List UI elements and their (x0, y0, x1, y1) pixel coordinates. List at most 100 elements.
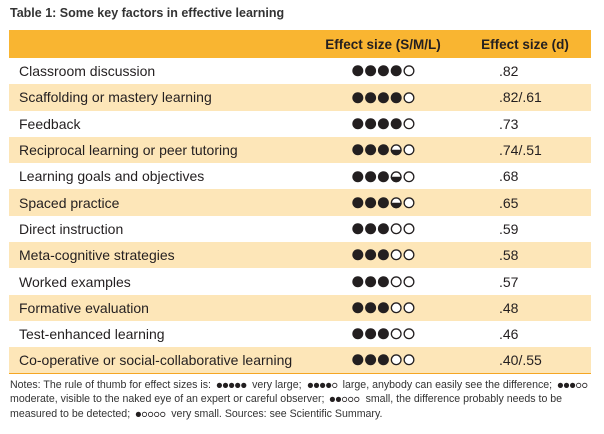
filled-dot-icon (377, 118, 389, 130)
two-dots-symbol (329, 396, 360, 403)
notes-very-large: very large; (252, 379, 302, 391)
effect-size-dots-icon (352, 91, 415, 103)
factor-cell: Worked examples (19, 273, 131, 290)
table-row: Meta-cognitive strategies .58 (9, 242, 591, 269)
filled-dot-icon (377, 249, 389, 261)
filled-dot-icon (325, 382, 331, 388)
half-dot-fill (390, 150, 402, 156)
filled-dot-icon (365, 276, 377, 288)
filled-dot-icon (365, 249, 377, 261)
notes-intro: Notes: The rule of thumb for effect size… (10, 379, 211, 391)
table-row: Spaced practice .65 (9, 189, 591, 216)
filled-dot-icon (365, 65, 377, 77)
filled-dot-icon (365, 197, 377, 209)
effect-size-dots-icon (307, 382, 337, 388)
effect-size-rating-cell (307, 189, 459, 216)
effect-size-d-cell: .74/.51 (459, 136, 591, 164)
factor-cell: Formative evaluation (9, 294, 307, 321)
effect-size-d-cell: .59 (499, 220, 519, 237)
filled-dot-icon (563, 382, 570, 388)
filled-dot-icon (352, 91, 364, 103)
factor-cell: Spaced practice (9, 189, 307, 216)
table-row: Feedback .73 (9, 111, 591, 137)
filled-dot-icon (330, 397, 336, 403)
effect-size-rating-cell (307, 242, 459, 269)
empty-dot-icon (390, 354, 402, 366)
filled-dot-icon (135, 411, 142, 417)
effect-size-rating-cell (307, 347, 459, 375)
filled-dot-icon (352, 118, 364, 130)
factor-cell: Co-operative or social-collaborative lea… (9, 347, 307, 375)
header-effect-size-sml: Effect size (S/M/L) (307, 30, 459, 58)
one-dot-symbol (135, 411, 166, 418)
header-factor (9, 30, 307, 58)
empty-dot-icon (154, 411, 160, 417)
filled-dot-icon (235, 382, 241, 388)
filled-dot-icon (377, 223, 389, 235)
filled-dot-icon (365, 144, 377, 156)
filled-dot-icon (377, 197, 389, 209)
empty-dot-icon (390, 249, 402, 261)
filled-dot-icon (352, 223, 364, 235)
filled-dot-icon (377, 328, 389, 340)
filled-dot-icon (352, 276, 364, 288)
filled-dot-icon (352, 197, 364, 209)
filled-dot-icon (352, 249, 364, 261)
table-title: Table 1: Some key factors in effective l… (10, 6, 285, 20)
empty-dot-icon (403, 249, 415, 261)
filled-dot-icon (352, 328, 364, 340)
effect-size-d-cell: .40/.55 (459, 347, 591, 375)
filled-dot-icon (365, 354, 377, 366)
table-row: Scaffolding or mastery learning .82/.61 (9, 84, 591, 111)
filled-dot-icon (241, 382, 247, 388)
effect-size-rating-cell (307, 111, 459, 137)
filled-dot-icon (377, 302, 389, 314)
effect-size-d-cell: .48 (459, 294, 591, 321)
filled-dot-icon (365, 91, 377, 103)
empty-dot-icon (403, 328, 415, 340)
filled-dot-icon (313, 382, 319, 388)
empty-dot-icon (403, 65, 415, 77)
empty-dot-icon (582, 382, 588, 388)
filled-dot-icon (336, 397, 342, 403)
effect-size-dots-icon (135, 411, 166, 417)
effect-size-d-cell: .65 (459, 189, 591, 216)
header-effect-size-d: Effect size (d) (459, 30, 591, 58)
table-row: Direct instruction .59 (9, 216, 591, 242)
effect-size-rating-cell (307, 294, 459, 321)
empty-dot-icon (403, 354, 415, 366)
empty-dot-icon (403, 144, 415, 156)
factor-cell: Direct instruction (19, 220, 124, 237)
empty-dot-icon (160, 411, 166, 417)
effect-size-table-container: Effect size (S/M/L) Effect size (d) Clas… (9, 30, 591, 375)
filled-dot-icon (377, 144, 389, 156)
empty-dot-icon (331, 382, 337, 388)
effect-size-dots-icon (352, 302, 415, 314)
effect-size-dots-icon (330, 397, 360, 403)
effect-size-dots-icon (352, 118, 415, 130)
table-row: Learning goals and objectives .68 (9, 163, 591, 189)
empty-dot-icon (354, 397, 360, 403)
factor-cell: Scaffolding or mastery learning (9, 84, 307, 111)
filled-dot-icon (228, 382, 235, 388)
effect-size-rating-cell (307, 84, 459, 111)
empty-dot-icon (403, 223, 415, 235)
effect-size-d-cell: .46 (499, 326, 519, 343)
five-dots-symbol (216, 382, 247, 389)
effect-size-dots-icon (352, 328, 415, 340)
empty-dot-icon (342, 397, 348, 403)
empty-dot-icon (390, 328, 402, 340)
filled-dot-icon (377, 65, 389, 77)
empty-dot-icon (148, 411, 154, 417)
empty-dot-icon (390, 276, 402, 288)
effect-size-d-cell: .57 (499, 273, 519, 290)
filled-dot-icon (377, 276, 389, 288)
effect-size-d-cell: .68 (499, 168, 519, 185)
table-row: Co-operative or social-collaborative lea… (9, 347, 591, 375)
four-dots-symbol (307, 382, 338, 389)
filled-dot-icon (390, 65, 402, 77)
effect-size-dots-icon (352, 223, 415, 235)
notes-large: large, anybody can easily see the differ… (342, 379, 553, 391)
table-row: Test-enhanced learning .46 (9, 321, 591, 347)
filled-dot-icon (352, 354, 364, 366)
